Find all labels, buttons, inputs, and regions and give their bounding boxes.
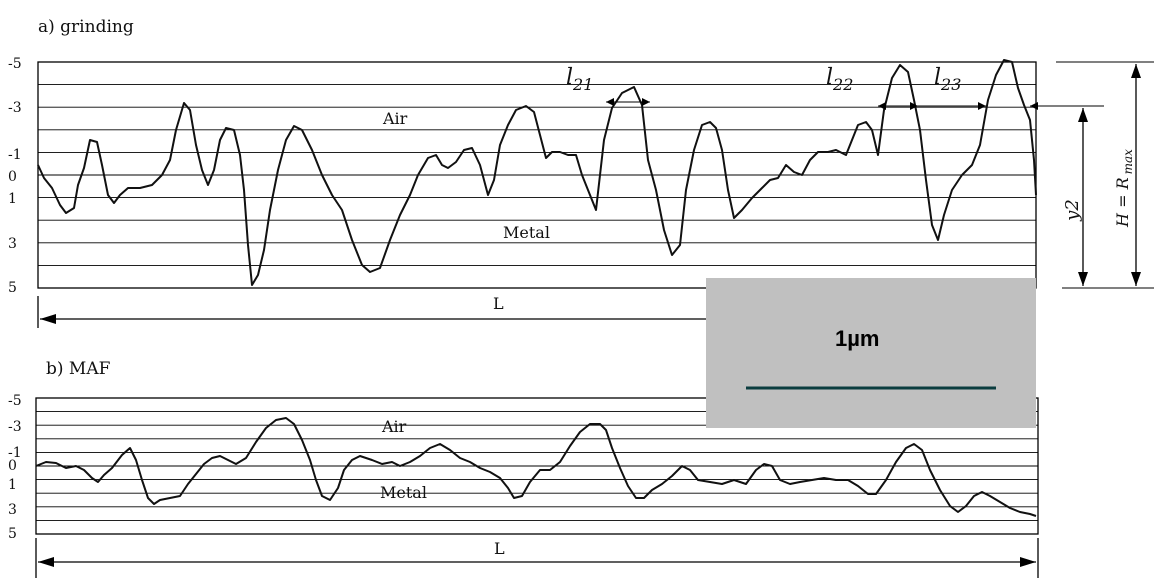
panel-b-tick: -3 (8, 419, 22, 435)
segment-l23-sub: 23 (940, 75, 961, 94)
segment-l22-arrowhead-left (878, 102, 886, 110)
panel-a-tick: -1 (8, 147, 22, 163)
panel-b-tick: -1 (8, 445, 22, 461)
panel-b-tick: 0 (8, 458, 17, 474)
panel-a-tick: -5 (8, 56, 22, 72)
panel-b-profile-line (35, 417, 1037, 517)
panel-a-air-label: Air (382, 109, 408, 128)
h-label: H = R max (1113, 149, 1135, 228)
panel-a-title: a) grinding (38, 17, 134, 37)
panel-b-length-arrowhead-left (38, 557, 54, 567)
scale-bar-inset: 1µm (706, 278, 1036, 428)
y2-top-arrowhead (1030, 102, 1038, 110)
segment-l22: l22 (826, 65, 918, 110)
panel-b-title: b) MAF (46, 359, 111, 379)
segment-l21: l21 (566, 65, 650, 106)
y2-dimension: y2 (1062, 108, 1088, 286)
segment-l23-label: l23 (934, 65, 961, 94)
panel-a-metal-label: Metal (503, 223, 550, 242)
panel-a-tick: 1 (8, 191, 17, 207)
h-dimension: H = R max (1113, 64, 1141, 286)
panel-b-tick: -5 (8, 393, 22, 409)
panel-a-profile-line (37, 59, 1037, 286)
panel-b-tick: 3 (8, 502, 17, 518)
panel-a-tick: 3 (8, 236, 17, 252)
segment-l23-main: l (934, 65, 941, 90)
panel-b-length-dimension: L (35, 538, 1039, 578)
panel-b-length-label: L (494, 539, 505, 558)
segment-l23: l23 (918, 65, 986, 110)
panel-a-tick: -3 (8, 100, 22, 116)
segment-l22-arrowhead-right (910, 102, 918, 110)
h-arrowhead-bottom (1131, 272, 1141, 286)
panel-b: b) MAF -5 -3 -1 0 1 3 5 Air Metal L (8, 359, 1039, 578)
scale-bar-label: 1µm (835, 326, 879, 351)
panel-b-tick: 5 (8, 526, 17, 542)
panel-a-tick: 0 (8, 169, 17, 185)
y2-arrowhead-bottom (1078, 272, 1088, 286)
panel-a-length-arrowhead-left (40, 314, 56, 324)
panel-b-air-label: Air (381, 417, 407, 436)
segment-l21-arrowhead-right (642, 98, 650, 106)
panel-b-length-arrowhead-right (1020, 557, 1036, 567)
panel-a-tick: 5 (8, 280, 17, 296)
segment-l22-main: l (826, 65, 833, 90)
panel-b-metal-label: Metal (380, 483, 427, 502)
segment-l22-label: l22 (826, 65, 853, 94)
panel-a-length-dimension: L (37, 294, 710, 328)
segment-l21-label: l21 (566, 65, 593, 94)
segment-l23-arrowhead-right (978, 102, 986, 110)
y2-arrowhead-top (1078, 108, 1088, 122)
h-arrowhead-top (1131, 64, 1141, 78)
scale-bar-background (706, 278, 1036, 428)
segment-l21-main: l (566, 65, 573, 90)
segment-l21-arrowhead-left (606, 98, 614, 106)
y2-label: y2 (1062, 199, 1083, 222)
segment-l22-sub: 22 (832, 75, 853, 94)
panel-a-length-label: L (493, 294, 504, 313)
panel-a-gridlines (38, 84, 1036, 266)
segment-l21-sub: 21 (572, 75, 593, 94)
panel-a: a) grinding -5 -3 -1 0 1 3 5 Air Metal l… (8, 17, 1154, 328)
h-label-main: H = R (1113, 177, 1132, 228)
panel-b-tick: 1 (8, 477, 17, 493)
h-label-sub: max (1121, 149, 1135, 175)
